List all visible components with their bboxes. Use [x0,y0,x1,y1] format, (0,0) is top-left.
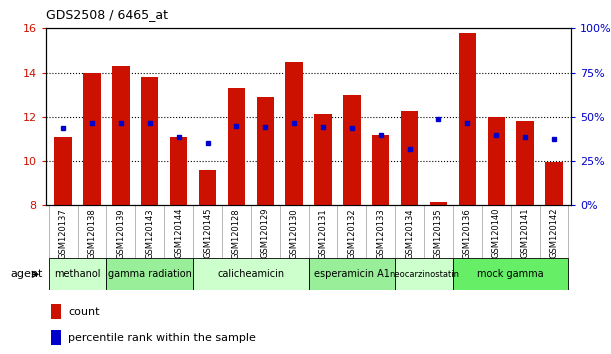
Text: neocarzinostatin: neocarzinostatin [389,270,459,279]
Text: methanol: methanol [54,269,101,279]
Text: GSM120144: GSM120144 [174,208,183,258]
Bar [453,258,568,290]
Bar [343,95,360,205]
Text: GSM120141: GSM120141 [521,208,530,258]
Bar [372,135,389,205]
Bar [488,117,505,205]
Bar [516,121,534,205]
Text: GSM120128: GSM120128 [232,208,241,259]
Text: GSM120130: GSM120130 [290,208,299,259]
Bar [285,62,303,205]
Bar [83,73,101,205]
Text: agent: agent [10,269,43,279]
Bar [430,202,447,205]
Text: GSM120138: GSM120138 [87,208,97,259]
Text: GSM120139: GSM120139 [116,208,125,259]
Bar [314,114,332,205]
Bar [170,137,188,205]
Text: GSM120131: GSM120131 [318,208,327,259]
Text: GSM120136: GSM120136 [463,208,472,259]
Bar [257,97,274,205]
Bar [141,77,158,205]
Text: GSM120133: GSM120133 [376,208,385,259]
Text: calicheamicin: calicheamicin [218,269,284,279]
Text: mock gamma: mock gamma [477,269,544,279]
Text: percentile rank within the sample: percentile rank within the sample [68,333,256,343]
Bar [228,88,245,205]
Text: count: count [68,307,100,317]
Text: GSM120135: GSM120135 [434,208,443,259]
Bar [51,304,60,319]
Bar [51,330,60,345]
Bar [459,33,476,205]
Text: GSM120140: GSM120140 [492,208,501,258]
Text: GSM120134: GSM120134 [405,208,414,259]
Bar [49,258,106,290]
Bar [199,170,216,205]
Bar [545,162,563,205]
Text: gamma radiation: gamma radiation [108,269,192,279]
Text: GDS2508 / 6465_at: GDS2508 / 6465_at [46,8,168,21]
Text: GSM120142: GSM120142 [549,208,558,258]
Text: GSM120129: GSM120129 [261,208,269,258]
Bar [106,258,193,290]
Text: GSM120132: GSM120132 [348,208,356,259]
Bar [309,258,395,290]
Bar [54,137,72,205]
Text: GSM120143: GSM120143 [145,208,154,259]
Bar [395,258,453,290]
Text: esperamicin A1: esperamicin A1 [314,269,390,279]
Bar [112,66,130,205]
Bar [193,258,309,290]
Text: GSM120145: GSM120145 [203,208,212,258]
Text: GSM120137: GSM120137 [59,208,68,259]
Bar [401,111,419,205]
